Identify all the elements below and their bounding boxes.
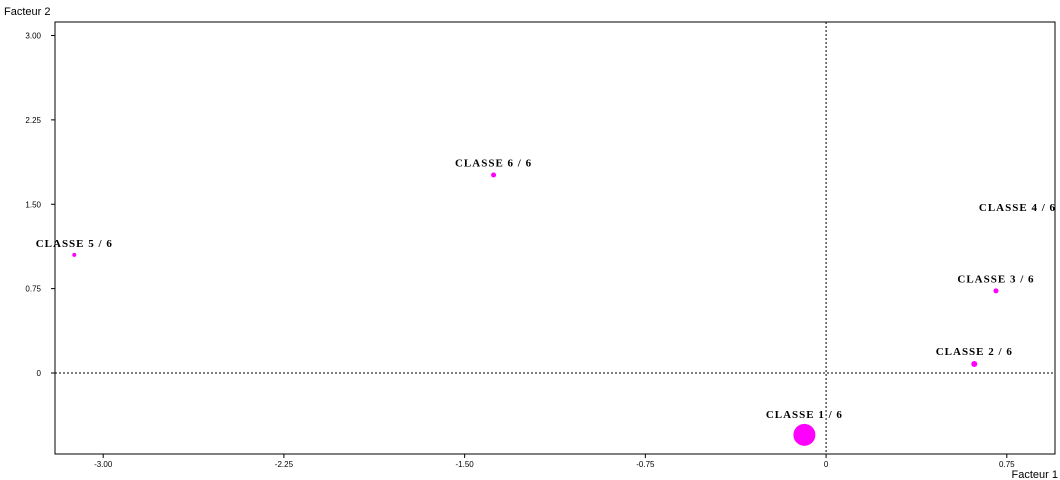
data-point [993, 288, 999, 294]
point-label: CLASSE 3 / 6 [957, 273, 1034, 285]
y-tick-label: 2.25 [25, 116, 41, 125]
point-label: CLASSE 6 / 6 [455, 158, 532, 170]
x-axis-title: Facteur 1 [1012, 469, 1058, 480]
plot-area [54, 21, 1056, 455]
reference-lines [55, 22, 1055, 454]
y-tick-label: 0.75 [25, 285, 41, 294]
x-tick-label: -3.00 [94, 460, 113, 469]
data-point [491, 172, 497, 178]
x-tick-label: 0 [824, 460, 829, 469]
x-axis: -3.00 -2.25 -1.50 -0.75 0 0.75 [94, 454, 1015, 469]
point-label: CLASSE 5 / 6 [36, 238, 113, 250]
data-point [971, 361, 978, 367]
y-tick-label: 1.50 [25, 200, 41, 209]
y-tick-label: 0 [37, 369, 42, 378]
point-label: CLASSE 1 / 6 [766, 409, 843, 421]
point-label: CLASSE 4 / 6 [979, 202, 1056, 214]
x-tick-label: 0.75 [999, 460, 1015, 469]
point-label: CLASSE 2 / 6 [936, 346, 1013, 358]
x-tick-label: -2.25 [275, 460, 294, 469]
y-tick-label: 3.00 [25, 32, 41, 41]
x-tick-label: -1.50 [456, 460, 475, 469]
data-points: CLASSE 1 / 6 CLASSE 2 / 6 CLASSE 3 / 6 CLAS… [36, 158, 1056, 446]
data-point [793, 423, 816, 446]
x-tick-label: -0.75 [636, 460, 655, 469]
y-axis-title: Facteur 2 [4, 6, 50, 18]
y-axis: 0 0.75 1.50 2.25 3.00 [25, 32, 55, 378]
data-point [72, 252, 77, 257]
